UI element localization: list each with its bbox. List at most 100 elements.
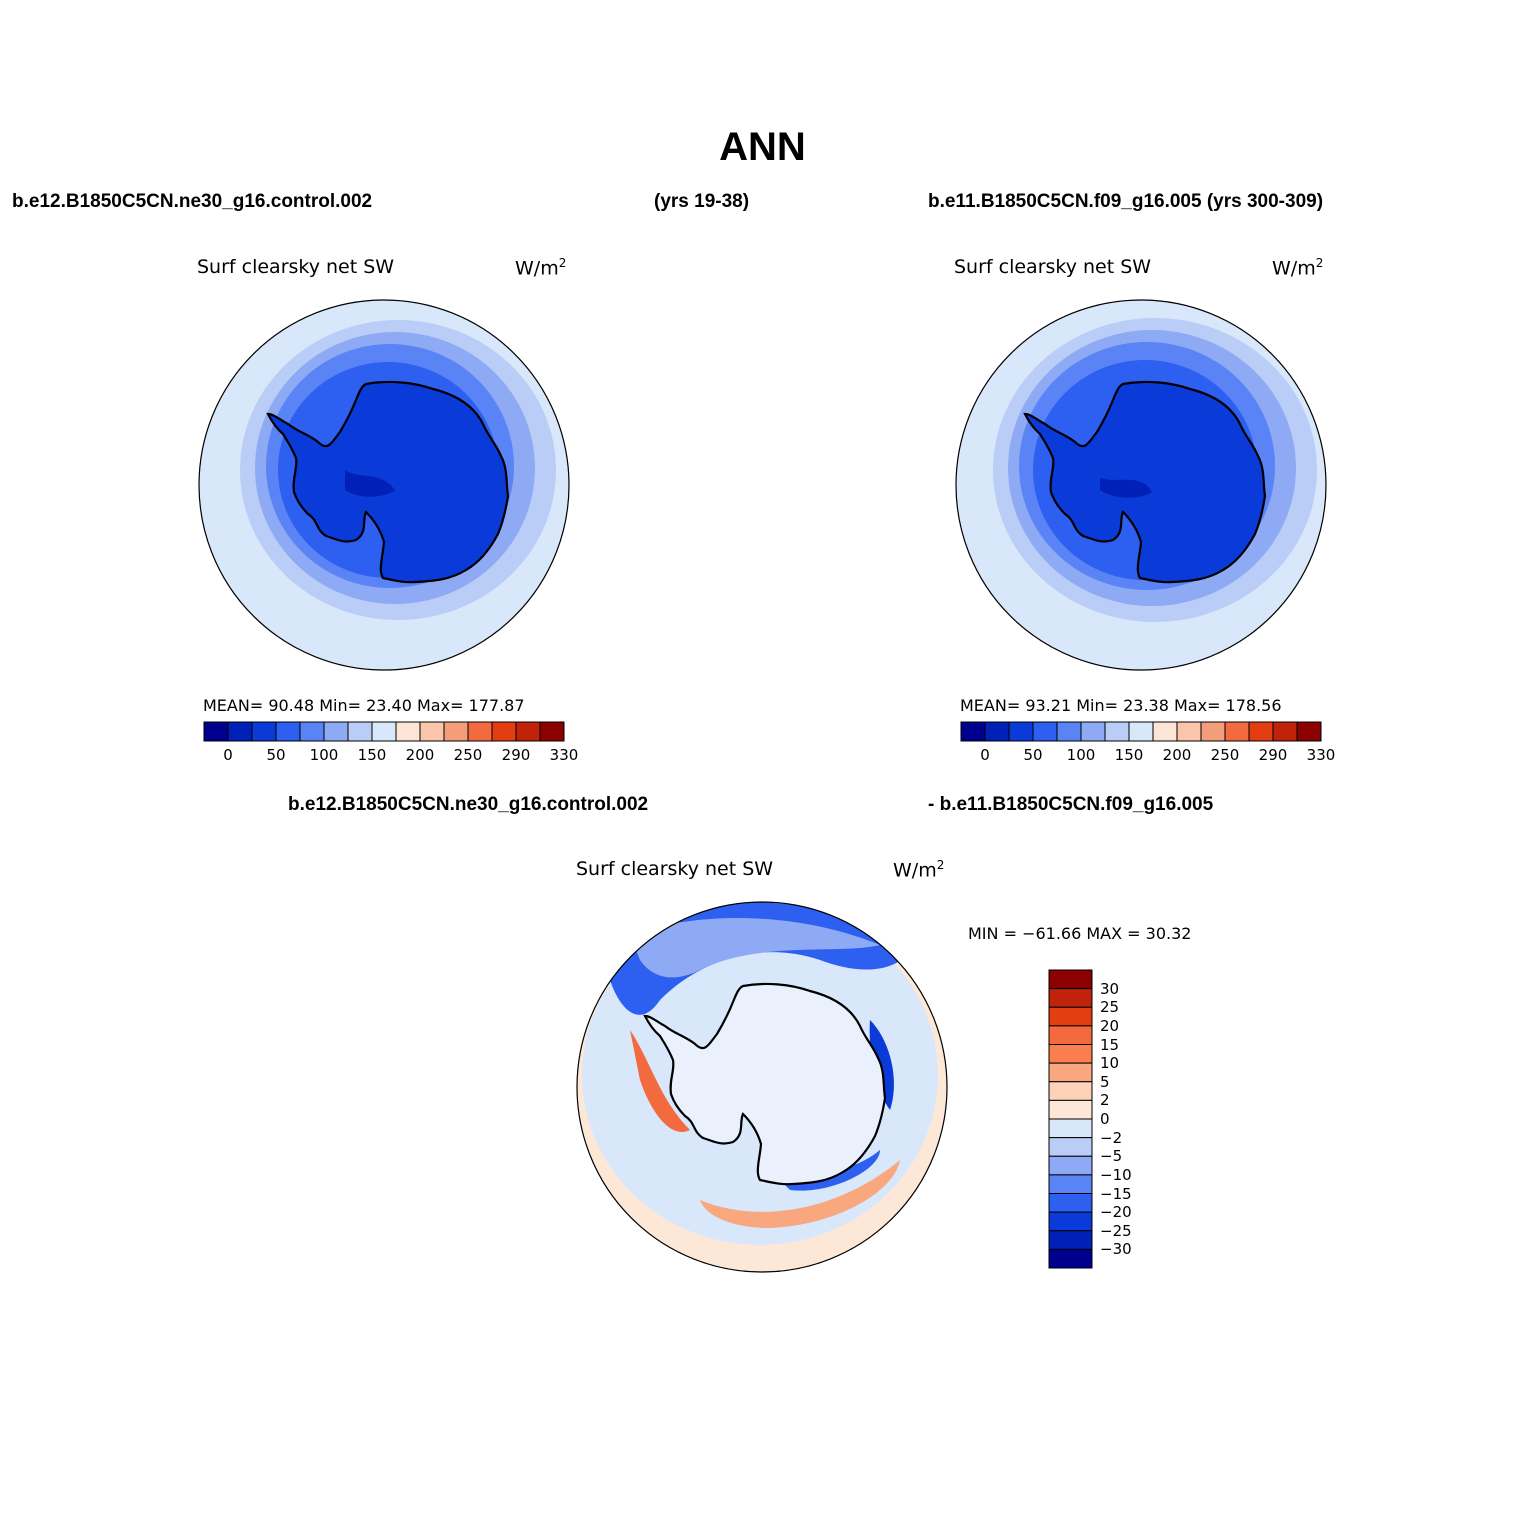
panel2-colorbar-swatch [1272,721,1298,742]
diff-colorbar-swatch [1048,1006,1093,1027]
diff-colorbar-tick-label: 15 [1100,1035,1120,1054]
panel1-colorbar-swatch [371,721,397,742]
diff-colorbar-tick-label: 20 [1100,1016,1120,1035]
diff-colorbar-swatch [1048,1155,1093,1176]
panel1-stats: MEAN= 90.48 Min= 23.40 Max= 177.87 [203,696,525,715]
diff-map-border [576,901,948,1273]
diff-colorbar-tick-label: −20 [1100,1203,1132,1222]
panel2-colorbar-swatch [1032,721,1058,742]
panel2-colorbar-swatch [1176,721,1202,742]
panel2-colorbar-swatch [1248,721,1274,742]
panel2-colorbar-tick-label: 250 [1210,746,1240,764]
panel1-colorbar-tick-label: 50 [266,746,286,764]
panel2-case-label: b.e11.B1850C5CN.f09_g16.005 (yrs 300-309… [928,191,1324,212]
diff-colorbar-swatch [1048,1025,1093,1045]
panel1-colorbar-swatch [467,721,493,742]
panel1-colorbar-swatch [347,721,373,742]
panel2-colorbar-swatch [984,721,1010,742]
panel1-colorbar-tick-label: 200 [405,746,435,764]
panel1-colorbar [203,721,565,742]
panel2-plot-title: Surf clearsky net SW [954,256,1152,278]
panel2-colorbar-swatch [960,721,986,742]
panel2-colorbar-swatch [1296,721,1322,742]
panel1-colorbar-swatch [227,721,253,742]
panel2-colorbar-tick-label: 0 [980,746,990,764]
panel2-colorbar-tick-label: 50 [1023,746,1043,764]
diff-colorbar-tick-label: 5 [1100,1072,1110,1091]
diff-case-b: - b.e11.B1850C5CN.f09_g16.005 [928,794,1214,815]
diff-colorbar-tick-label: −2 [1100,1128,1123,1147]
diff-case-a: b.e12.B1850C5CN.ne30_g16.control.002 [288,794,649,815]
diff-colorbar-swatch [1048,1137,1093,1157]
diff-colorbar-swatch [1048,1193,1093,1213]
panel1-years: (yrs 19-38) [654,191,750,212]
panel2-colorbar-tick-label: 100 [1066,746,1096,764]
diff-units: W/m2 [893,858,945,882]
panel1-colorbar-tick-label: 330 [549,746,579,764]
panel1-colorbar-tick-label: 150 [357,746,387,764]
panel1-colorbar-tick-label: 100 [309,746,339,764]
diff-colorbar-tick-label: −5 [1100,1147,1123,1166]
diff-plot-title: Surf clearsky net SW [576,858,774,880]
diff-colorbar-tick-label: −10 [1100,1165,1132,1184]
diff-colorbar-tick-label: 2 [1100,1091,1110,1110]
panel2-colorbar-swatch [1056,721,1082,742]
panel2-colorbar-tick-label: 200 [1162,746,1192,764]
diff-colorbar-swatch [1048,1230,1093,1250]
diff-colorbar [1048,969,1093,1269]
diff-colorbar-swatch [1048,1118,1093,1139]
diff-colorbar-tick-label: 30 [1100,979,1120,998]
panel1-colorbar-swatch [203,721,229,742]
panel1-colorbar-swatch [395,721,421,742]
panel1-map-border [198,299,570,671]
panel1-colorbar-swatch [323,721,349,742]
panel2-colorbar-swatch [1080,721,1106,742]
panel2-colorbar-swatch [1200,721,1226,742]
diff-colorbar-swatch [1048,1044,1093,1064]
panel2-units: W/m2 [1272,256,1324,280]
panel2-colorbar-swatch [1152,721,1178,742]
panel2-colorbar-swatch [1104,721,1130,742]
diff-colorbar-tick-label: −30 [1100,1240,1132,1259]
panel1-map [199,300,569,670]
panel2-colorbar-swatch [1128,721,1154,742]
panel1-plot-title: Surf clearsky net SW [197,256,395,278]
panel1-colorbar-swatch [491,721,517,742]
diff-colorbar-swatch [1048,1211,1093,1232]
diff-colorbar-swatch [1048,969,1093,990]
diff-colorbar-swatch [1048,988,1093,1008]
panel1-colorbar-tick-label: 250 [453,746,483,764]
panel1-colorbar-tick-label: 290 [501,746,531,764]
panel2-colorbar-tick-label: 290 [1258,746,1288,764]
panel1-colorbar-swatch [251,721,277,742]
panel2-stats: MEAN= 93.21 Min= 23.38 Max= 178.56 [960,696,1282,715]
panel1-colorbar-swatch [443,721,469,742]
panel1-colorbar-swatch [539,721,565,742]
panel1-case-label: b.e12.B1850C5CN.ne30_g16.control.002 [12,191,373,212]
panel1-colorbar-swatch [299,721,325,742]
diff-colorbar-swatch [1048,1248,1093,1269]
panel2-map [956,300,1326,670]
diff-colorbar-tick-label: 10 [1100,1054,1120,1073]
diff-colorbar-tick-label: −15 [1100,1184,1132,1203]
panel2-colorbar-swatch [1008,721,1034,742]
diff-stats: MIN = −61.66 MAX = 30.32 [968,924,1192,943]
diff-colorbar-swatch [1048,1174,1093,1194]
panel2-colorbar-tick-label: 150 [1114,746,1144,764]
diff-colorbar-tick-label: 25 [1100,998,1120,1017]
panel2-map-border [955,299,1327,671]
panel1-units: W/m2 [515,256,567,280]
panel1-colorbar-swatch [515,721,541,742]
diff-colorbar-swatch [1048,1099,1093,1120]
diff-colorbar-swatch [1048,1062,1093,1083]
diff-colorbar-tick-label: 0 [1100,1110,1110,1128]
panel2-colorbar-swatch [1224,721,1250,742]
diff-colorbar-swatch [1048,1081,1093,1101]
figure-title: ANN [719,125,806,169]
panel2-colorbar-tick-label: 330 [1306,746,1336,764]
diff-map [577,902,947,1272]
panel2-colorbar [960,721,1322,742]
panel1-colorbar-swatch [275,721,301,742]
panel1-colorbar-swatch [419,721,445,742]
